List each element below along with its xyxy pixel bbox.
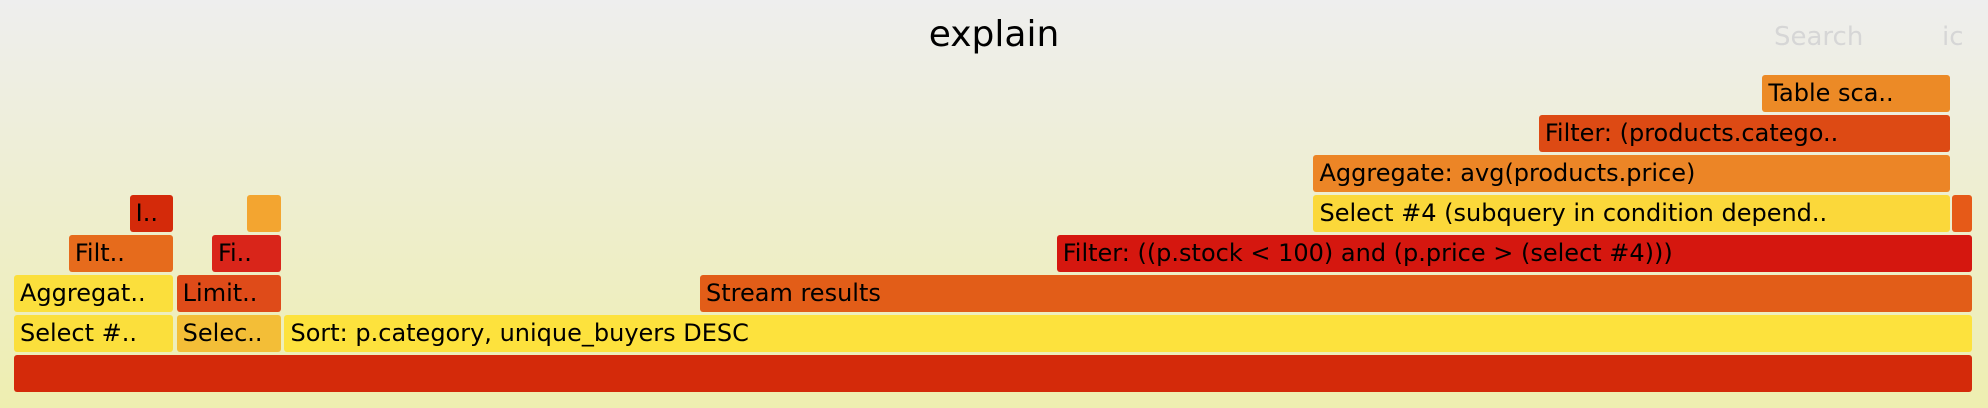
frame-label: Stream results bbox=[706, 279, 881, 307]
frame-filter-category[interactable]: Filter: (products.catego.. bbox=[1538, 115, 1951, 152]
ic-button[interactable]: ic bbox=[1942, 22, 1964, 52]
frame-root[interactable] bbox=[14, 355, 1972, 392]
frame-small-c[interactable] bbox=[1952, 195, 1972, 232]
frame-label: I.. bbox=[135, 199, 158, 227]
frame-table-scan[interactable]: Table sca.. bbox=[1762, 75, 1951, 112]
frame-limit[interactable]: Limit.. bbox=[176, 275, 281, 312]
frame-label: Aggregate: avg(products.price) bbox=[1319, 159, 1696, 187]
frame-label: Filter: ((p.stock < 100) and (p.price > … bbox=[1062, 239, 1673, 267]
frame-label: Selec.. bbox=[182, 319, 263, 347]
frame-label: Fi.. bbox=[217, 239, 252, 267]
frame-aggregate-a[interactable]: Aggregat.. bbox=[14, 275, 173, 312]
frame-stream-results[interactable]: Stream results bbox=[700, 275, 1972, 312]
frame-filter-a[interactable]: Filt.. bbox=[68, 235, 173, 272]
frame-index-a[interactable]: I.. bbox=[129, 195, 173, 232]
frame-label: Limit.. bbox=[182, 279, 258, 307]
frame-label: Table sca.. bbox=[1768, 79, 1894, 107]
frame-select-a[interactable]: Select #.. bbox=[14, 315, 173, 352]
frame-label: Select #4 (subquery in condition depend.… bbox=[1319, 199, 1828, 227]
search-button[interactable]: Search bbox=[1774, 22, 1864, 52]
frame-filter-main[interactable]: Filter: ((p.stock < 100) and (p.price > … bbox=[1056, 235, 1972, 272]
chart-title: explain bbox=[928, 14, 1060, 55]
frame-filter-b[interactable]: Fi.. bbox=[211, 235, 281, 272]
frame-select-b[interactable]: Selec.. bbox=[176, 315, 281, 352]
frame-label: Select #.. bbox=[20, 319, 138, 347]
frame-label: Sort: p.category, unique_buyers DESC bbox=[290, 319, 749, 347]
frame-label: Filter: (products.catego.. bbox=[1544, 119, 1839, 147]
frame-sort[interactable]: Sort: p.category, unique_buyers DESC bbox=[284, 315, 1972, 352]
frame-label: Aggregat.. bbox=[20, 279, 146, 307]
frame-label: Filt.. bbox=[74, 239, 125, 267]
frame-select-4[interactable]: Select #4 (subquery in condition depend.… bbox=[1313, 195, 1951, 232]
frame-small-b[interactable] bbox=[247, 195, 281, 232]
frame-aggregate-avg[interactable]: Aggregate: avg(products.price) bbox=[1313, 155, 1951, 192]
